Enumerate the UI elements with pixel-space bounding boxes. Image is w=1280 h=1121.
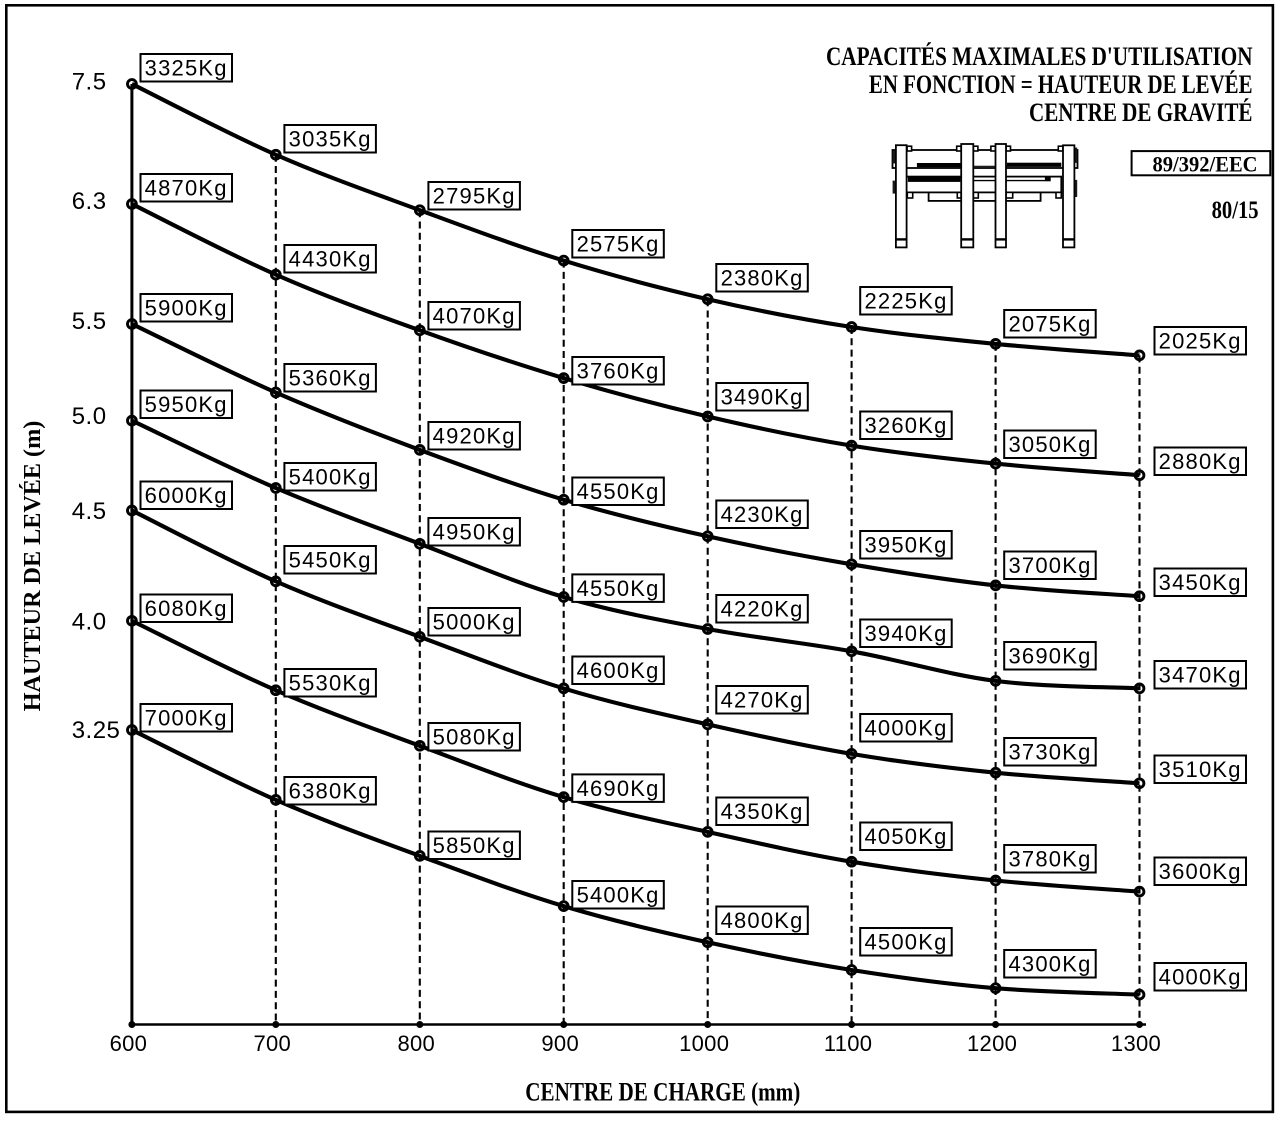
svg-text:1300: 1300 <box>1111 1031 1161 1056</box>
svg-text:2075Kg: 2075Kg <box>1008 312 1091 337</box>
svg-text:3780Kg: 3780Kg <box>1008 847 1091 872</box>
svg-text:4270Kg: 4270Kg <box>721 688 804 713</box>
svg-text:3050Kg: 3050Kg <box>1008 432 1091 457</box>
svg-text:3.25: 3.25 <box>72 717 121 744</box>
svg-text:4430Kg: 4430Kg <box>289 247 372 272</box>
svg-text:5360Kg: 5360Kg <box>289 366 372 391</box>
svg-text:5950Kg: 5950Kg <box>145 392 228 417</box>
svg-text:600: 600 <box>110 1031 148 1056</box>
svg-text:1000: 1000 <box>679 1031 729 1056</box>
svg-text:4870Kg: 4870Kg <box>145 176 228 201</box>
svg-text:1200: 1200 <box>967 1031 1017 1056</box>
svg-text:1100: 1100 <box>824 1031 873 1056</box>
svg-text:2575Kg: 2575Kg <box>577 232 660 257</box>
svg-text:89/392/EEC: 89/392/EEC <box>1153 152 1258 177</box>
svg-text:7.5: 7.5 <box>72 68 107 95</box>
svg-text:4230Kg: 4230Kg <box>721 502 804 527</box>
svg-text:6.3: 6.3 <box>72 188 107 215</box>
svg-text:CAPACITÉS MAXIMALES D'UTILISAT: CAPACITÉS MAXIMALES D'UTILISATION <box>826 42 1253 71</box>
svg-text:4950Kg: 4950Kg <box>433 520 516 545</box>
svg-text:3700Kg: 3700Kg <box>1008 553 1091 578</box>
svg-text:3940Kg: 3940Kg <box>864 621 947 646</box>
svg-text:4070Kg: 4070Kg <box>433 304 516 329</box>
svg-text:4.5: 4.5 <box>72 498 107 525</box>
svg-text:4550Kg: 4550Kg <box>577 576 660 601</box>
svg-text:CENTRE DE CHARGE (mm): CENTRE DE CHARGE (mm) <box>525 1077 800 1106</box>
svg-text:3035Kg: 3035Kg <box>289 127 372 152</box>
svg-text:7000Kg: 7000Kg <box>145 706 228 731</box>
svg-text:3600Kg: 3600Kg <box>1159 859 1242 884</box>
svg-text:3490Kg: 3490Kg <box>721 385 804 410</box>
svg-text:4.0: 4.0 <box>72 608 107 635</box>
svg-text:3690Kg: 3690Kg <box>1008 644 1091 669</box>
svg-text:EN FONCTION = HAUTEUR DE LEVÉE: EN FONCTION = HAUTEUR DE LEVÉE <box>869 70 1253 99</box>
svg-text:4050Kg: 4050Kg <box>864 824 947 849</box>
svg-text:2025Kg: 2025Kg <box>1159 329 1242 354</box>
svg-text:4000Kg: 4000Kg <box>864 716 947 741</box>
svg-text:5080Kg: 5080Kg <box>433 725 516 750</box>
svg-text:4350Kg: 4350Kg <box>721 799 804 824</box>
svg-text:5530Kg: 5530Kg <box>289 671 372 696</box>
svg-text:4220Kg: 4220Kg <box>721 597 804 622</box>
svg-text:2795Kg: 2795Kg <box>433 184 516 209</box>
svg-text:6380Kg: 6380Kg <box>289 779 372 804</box>
svg-text:5400Kg: 5400Kg <box>289 465 372 490</box>
svg-text:3510Kg: 3510Kg <box>1159 757 1242 782</box>
svg-text:4600Kg: 4600Kg <box>577 658 660 683</box>
svg-text:80/15: 80/15 <box>1212 197 1259 224</box>
svg-text:4920Kg: 4920Kg <box>433 424 516 449</box>
svg-text:900: 900 <box>541 1031 579 1056</box>
svg-text:3450Kg: 3450Kg <box>1159 570 1242 595</box>
svg-text:HAUTEUR DE LEVÉE (m): HAUTEUR DE LEVÉE (m) <box>20 421 46 712</box>
svg-text:4300Kg: 4300Kg <box>1008 952 1091 977</box>
svg-text:CENTRE DE GRAVITÉ: CENTRE DE GRAVITÉ <box>1029 98 1253 127</box>
svg-text:3260Kg: 3260Kg <box>864 413 947 438</box>
svg-text:4800Kg: 4800Kg <box>721 908 804 933</box>
svg-text:5400Kg: 5400Kg <box>577 883 660 908</box>
svg-text:4690Kg: 4690Kg <box>577 776 660 801</box>
svg-text:5450Kg: 5450Kg <box>289 548 372 573</box>
svg-text:800: 800 <box>397 1031 435 1056</box>
svg-text:6000Kg: 6000Kg <box>145 483 228 508</box>
svg-text:4000Kg: 4000Kg <box>1159 965 1242 990</box>
svg-text:5.5: 5.5 <box>72 308 107 335</box>
svg-text:6080Kg: 6080Kg <box>145 596 228 621</box>
svg-text:3730Kg: 3730Kg <box>1008 740 1091 765</box>
svg-text:4550Kg: 4550Kg <box>577 479 660 504</box>
svg-text:4500Kg: 4500Kg <box>864 930 947 955</box>
svg-text:5.0: 5.0 <box>72 403 107 430</box>
svg-text:3760Kg: 3760Kg <box>577 359 660 384</box>
svg-text:3325Kg: 3325Kg <box>145 56 228 81</box>
svg-text:5000Kg: 5000Kg <box>433 610 516 635</box>
svg-text:2225Kg: 2225Kg <box>864 289 947 314</box>
svg-text:3950Kg: 3950Kg <box>864 533 947 558</box>
svg-text:3470Kg: 3470Kg <box>1159 663 1242 688</box>
svg-text:700: 700 <box>253 1031 291 1056</box>
svg-text:5850Kg: 5850Kg <box>433 833 516 858</box>
svg-text:2380Kg: 2380Kg <box>721 266 804 291</box>
svg-text:5900Kg: 5900Kg <box>145 296 228 321</box>
svg-text:2880Kg: 2880Kg <box>1159 449 1242 474</box>
